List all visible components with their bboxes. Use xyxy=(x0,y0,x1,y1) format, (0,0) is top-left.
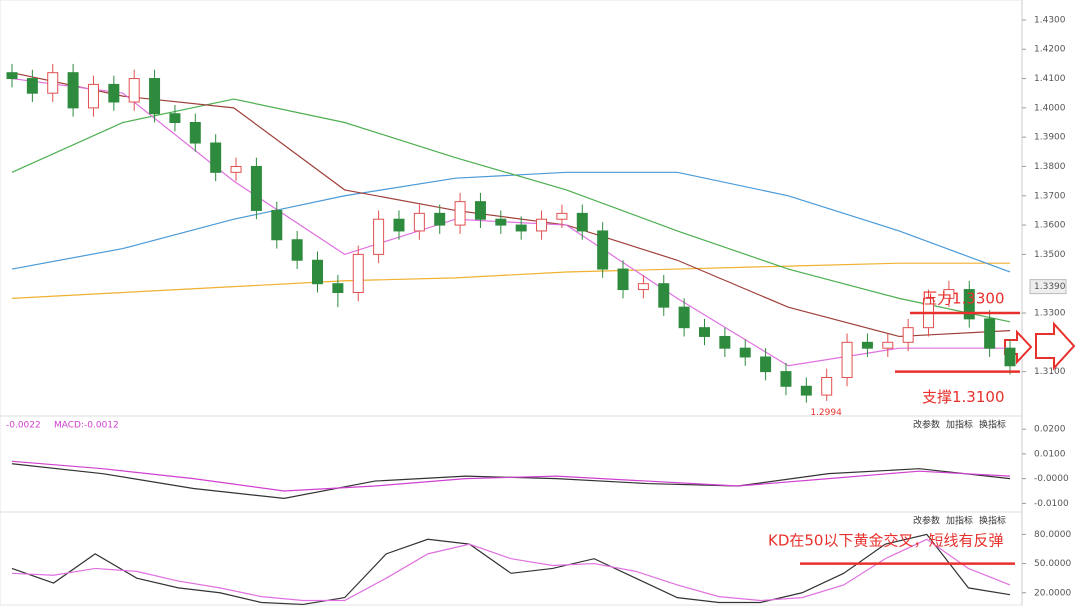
candle-body xyxy=(47,72,59,94)
last-price-box xyxy=(1029,279,1067,295)
candle-body xyxy=(882,341,894,349)
candle-body xyxy=(719,335,731,349)
candle-body xyxy=(149,78,161,115)
candle-body xyxy=(597,230,609,270)
panel-button[interactable]: 改参数 xyxy=(913,419,940,431)
candle-body xyxy=(658,283,670,308)
macd-line xyxy=(11,460,1011,492)
candle-body xyxy=(780,371,792,387)
candle-body xyxy=(169,113,181,124)
panel-button[interactable]: 加指标 xyxy=(946,419,973,431)
candle-body xyxy=(698,327,710,337)
y-tick-label: 1.3700 xyxy=(1034,191,1066,201)
candle-body xyxy=(373,218,385,255)
candle-body xyxy=(87,83,99,109)
y-tick-label: 1.3800 xyxy=(1034,162,1066,172)
candle-body xyxy=(515,224,527,232)
y-tick-label: -0.0100 xyxy=(1034,499,1069,509)
candle-body xyxy=(312,259,324,285)
candle-body xyxy=(1004,347,1016,367)
candle-body xyxy=(230,165,242,173)
y-tick-label: 1.3300 xyxy=(1034,309,1066,319)
candle-body xyxy=(739,347,751,358)
candle-body xyxy=(332,283,344,293)
low-label: 1.2994 xyxy=(810,408,842,418)
candle-body xyxy=(536,218,548,232)
candle-body xyxy=(576,212,588,232)
candle-body xyxy=(250,165,262,211)
candle-body xyxy=(800,385,812,396)
y-tick-label: 1.4200 xyxy=(1034,45,1066,55)
panel-button[interactable]: 换指标 xyxy=(979,419,1006,431)
candle-body xyxy=(454,201,466,226)
y-tick-label: 20.0000 xyxy=(1034,588,1071,598)
candle-body xyxy=(474,201,486,220)
moving-average xyxy=(11,77,1010,367)
y-tick-label: 1.4300 xyxy=(1034,15,1066,25)
moving-average xyxy=(11,262,1010,299)
candle-body xyxy=(26,78,38,94)
y-tick-label: 0.0100 xyxy=(1034,449,1066,459)
arrow xyxy=(1035,321,1076,371)
candle-body xyxy=(617,268,629,291)
moving-average xyxy=(11,171,1011,273)
moving-average xyxy=(11,72,1011,338)
candle-body xyxy=(413,212,425,232)
y-tick-label: 1.4100 xyxy=(1034,74,1066,84)
arrows xyxy=(1004,321,1076,371)
candle-body xyxy=(291,239,303,261)
candle-body xyxy=(821,376,833,396)
panel-button[interactable]: 换指标 xyxy=(979,515,1006,527)
y-tick-label: 1.3100 xyxy=(1034,367,1066,377)
candle-body xyxy=(352,253,364,293)
candle-body xyxy=(210,142,222,173)
candle-body xyxy=(984,318,996,349)
candle-body xyxy=(841,341,853,378)
kd-note: KD在50以下黄金交叉，短线有反弹 xyxy=(768,532,1003,550)
last-price-label: 1.3390 xyxy=(1034,282,1066,292)
y-tick-label: 1.3900 xyxy=(1034,133,1066,143)
candle-body xyxy=(495,218,507,226)
candle-body xyxy=(637,283,649,291)
support-label: 支撑1.3100 xyxy=(922,388,1005,406)
candle-body xyxy=(67,72,79,109)
y-tick-label: 50.0000 xyxy=(1034,559,1071,569)
kd-line xyxy=(11,538,1011,602)
candle-body xyxy=(678,306,690,329)
y-tick-label: 1.4000 xyxy=(1034,103,1066,113)
candle-body xyxy=(6,72,18,80)
moving-average xyxy=(11,98,1011,323)
kd-line xyxy=(11,533,1011,606)
candle-body xyxy=(189,122,201,144)
candle-body xyxy=(434,212,446,226)
y-tick-label: -0.0000 xyxy=(1034,474,1069,484)
panel-button[interactable]: 加指标 xyxy=(946,515,973,527)
candle-body xyxy=(861,341,873,349)
resistance-label: 压力1.3300 xyxy=(922,290,1005,308)
macd-header: MACD:-0.0012 xyxy=(54,421,119,431)
candle-body xyxy=(128,78,140,103)
candle-body xyxy=(943,289,955,299)
macd-line xyxy=(11,463,1011,500)
candle-body xyxy=(556,212,568,220)
panel-button[interactable]: 改参数 xyxy=(913,515,940,527)
y-tick-label: 80.0000 xyxy=(1034,530,1071,540)
candle-body xyxy=(108,83,120,103)
y-tick-label: 1.3600 xyxy=(1034,221,1066,231)
candle-body xyxy=(760,356,772,373)
macd-header: -0.0022 xyxy=(6,421,41,431)
candle-body xyxy=(963,289,975,320)
y-tick-label: 0.0200 xyxy=(1034,425,1066,435)
candle-body xyxy=(271,209,283,241)
candle-body xyxy=(902,327,914,343)
y-tick-label: 1.3500 xyxy=(1034,250,1066,260)
candle-body xyxy=(393,218,405,232)
